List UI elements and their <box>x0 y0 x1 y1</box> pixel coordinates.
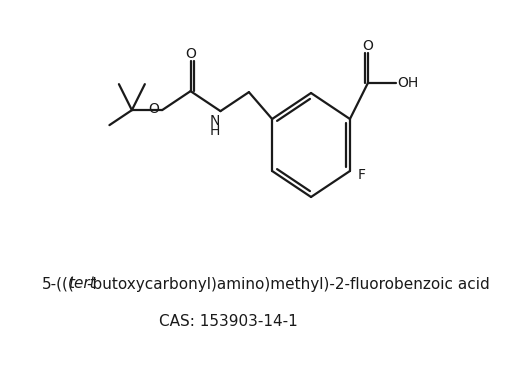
Text: O: O <box>363 39 373 53</box>
Text: CAS: 153903-14-1: CAS: 153903-14-1 <box>159 313 297 329</box>
Text: O: O <box>148 102 159 116</box>
Text: N: N <box>210 114 221 128</box>
Text: OH: OH <box>397 76 419 89</box>
Text: O: O <box>185 47 196 61</box>
Text: -butoxycarbonyl)amino)methyl)-2-fluorobenzoic acid: -butoxycarbonyl)amino)methyl)-2-fluorobe… <box>87 277 490 291</box>
Text: 5-(((: 5-((( <box>42 277 75 291</box>
Text: F: F <box>358 168 366 182</box>
Text: tert: tert <box>68 277 96 291</box>
Text: H: H <box>210 124 221 138</box>
